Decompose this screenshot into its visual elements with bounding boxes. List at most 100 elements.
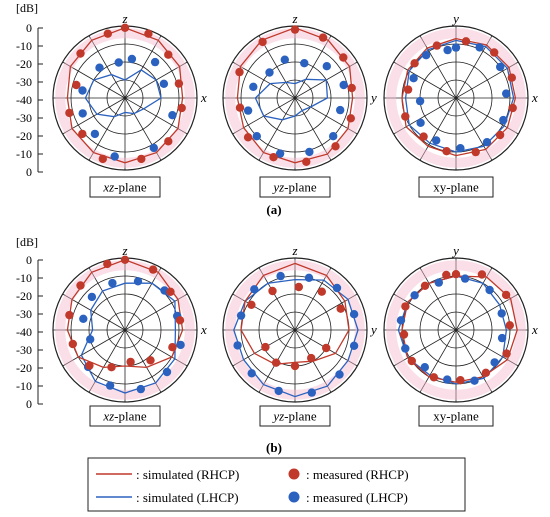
simulated-lhcp-curve <box>80 282 177 394</box>
legend: : simulated (RHCP) : simulated (LHCP) : … <box>87 457 466 512</box>
measured-rhcp-point <box>164 137 173 146</box>
db-scale-tick-label: -30 <box>16 111 32 125</box>
measured-rhcp-point <box>302 157 311 166</box>
measured-rhcp-point <box>442 270 451 280</box>
db-scale-tick-label: -30 <box>16 343 32 357</box>
measured-lhcp-point <box>250 285 259 294</box>
measured-lhcp-point <box>401 344 410 353</box>
measured-lhcp-point <box>90 129 100 139</box>
simulated-rhcp-curve <box>66 259 184 369</box>
measured-rhcp-point <box>107 363 116 372</box>
db-scale-tick-label: -40 <box>16 325 32 339</box>
measured-lhcp-point <box>78 109 87 118</box>
polar-grid-spoke <box>258 35 332 161</box>
legend-meas-rhcp-marker <box>288 468 300 480</box>
row-b-label: (b) <box>266 440 282 455</box>
measured-lhcp-point <box>497 309 506 318</box>
measured-lhcp-point <box>86 335 95 344</box>
measured-lhcp-point <box>432 136 441 145</box>
measured-rhcp-point <box>481 368 491 377</box>
measured-lhcp-point <box>300 59 309 68</box>
legend-meas-lhcp-label: : measured (LHCP) <box>306 490 408 505</box>
db-scale-tick-label: 0 <box>26 165 32 179</box>
measured-lhcp-point <box>95 63 104 72</box>
measured-lhcp-point <box>470 376 479 385</box>
measured-rhcp-point <box>68 339 78 349</box>
measured-rhcp-point <box>76 281 85 290</box>
measured-lhcp-point <box>396 316 406 325</box>
db-scale-tick-label: 0 <box>26 21 32 35</box>
measured-lhcp-point <box>249 82 258 92</box>
plane-label: xy-plane <box>433 180 479 195</box>
polar-plot-b-3: y x xy-plane <box>383 243 538 427</box>
measured-rhcp-point <box>318 33 328 42</box>
simulated-lhcp-curve <box>404 39 515 153</box>
measured-rhcp-point <box>420 281 430 290</box>
simulated-rhcp-curve <box>236 27 354 164</box>
measured-rhcp-point <box>175 316 185 325</box>
plane-label: xy-plane <box>433 409 479 424</box>
measured-lhcp-point <box>243 106 253 115</box>
measured-rhcp-point <box>451 270 461 279</box>
measured-lhcp-point <box>456 144 465 153</box>
measured-rhcp-point <box>164 50 173 59</box>
measured-rhcp-point <box>495 130 505 140</box>
measured-lhcp-point <box>485 285 494 295</box>
measured-lhcp-point <box>233 341 242 350</box>
measured-lhcp-point <box>110 152 119 161</box>
measurement-halo <box>55 260 195 400</box>
measured-rhcp-point <box>419 132 428 141</box>
db-scale-tick-label: -30 <box>16 307 32 321</box>
measured-lhcp-point <box>105 381 115 390</box>
legend-meas-rhcp-label: : measured (RHCP) <box>306 467 409 482</box>
polar-plot-b-1: z x xz-plane <box>52 243 207 427</box>
polar-grid-spoke <box>419 267 493 393</box>
legend-meas-lhcp-marker <box>288 491 300 503</box>
measured-lhcp-point <box>159 79 169 89</box>
db-scale-tick-label: -10 <box>16 379 32 393</box>
measured-rhcp-point <box>432 41 442 50</box>
measured-lhcp-point <box>265 68 274 77</box>
polar-grid-spoke <box>88 35 162 161</box>
measured-rhcp-point <box>403 85 413 94</box>
measured-rhcp-point <box>120 23 130 32</box>
axis-label-top: z <box>291 243 297 258</box>
plane-label: yz-plane <box>271 409 317 424</box>
plane-label: xz-plane <box>102 409 147 424</box>
measured-rhcp-point <box>401 302 410 311</box>
measured-rhcp-point <box>407 356 416 366</box>
measured-lhcp-point <box>162 367 172 377</box>
axis-label-right: y <box>369 322 377 337</box>
measured-rhcp-point <box>243 133 253 142</box>
legend-sim-lhcp-label: : simulated (LHCP) <box>136 490 239 505</box>
measured-lhcp-point <box>416 118 425 128</box>
measured-lhcp-point <box>275 149 285 158</box>
measured-lhcp-point <box>490 358 499 367</box>
measured-lhcp-point <box>168 111 177 120</box>
measured-rhcp-point <box>144 29 153 38</box>
measured-rhcp-point <box>177 103 186 113</box>
db-scale-tick-label: -10 <box>16 39 32 53</box>
measured-rhcp-point <box>322 343 331 353</box>
measured-lhcp-point <box>499 115 508 125</box>
measured-rhcp-point <box>235 67 244 77</box>
measured-lhcp-point <box>149 143 158 153</box>
polar-plot-a-1: z x xz-plane <box>52 11 207 198</box>
polar-grid-spoke <box>88 267 162 393</box>
measured-lhcp-point <box>443 375 452 384</box>
measured-lhcp-point <box>274 386 283 396</box>
measured-rhcp-point <box>336 304 345 313</box>
measured-lhcp-point <box>247 369 256 378</box>
measured-lhcp-point <box>329 132 338 141</box>
axis-label-right: x <box>200 322 207 337</box>
measured-rhcp-point <box>294 282 303 292</box>
measured-lhcp-point <box>176 340 185 350</box>
plane-label: xz-plane <box>102 180 147 195</box>
measured-rhcp-point <box>103 29 113 38</box>
measured-rhcp-point <box>146 356 155 365</box>
axis-label-top: z <box>121 243 127 258</box>
measured-rhcp-point <box>501 290 511 300</box>
measured-lhcp-point <box>349 341 359 350</box>
plane-label-box <box>89 176 161 198</box>
